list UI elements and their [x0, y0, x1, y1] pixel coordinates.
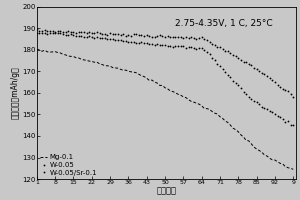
Mg-0.1 [291, 168, 295, 171]
W-0.05 [35, 32, 39, 34]
W-0.05/Sr-0.1 [163, 36, 167, 38]
Mg-0.1 [236, 131, 240, 133]
W-0.05 [291, 124, 295, 126]
Mg-0.1 [103, 64, 107, 67]
W-0.05 [106, 37, 109, 40]
W-0.05 [166, 45, 169, 47]
W-0.05 [98, 37, 101, 39]
Mg-0.1 [95, 61, 99, 63]
W-0.05/Sr-0.1 [113, 33, 117, 36]
Mg-0.1 [113, 67, 117, 69]
W-0.05/Sr-0.1 [171, 36, 175, 38]
Line: W-0.05: W-0.05 [36, 32, 294, 126]
Line: W-0.05/Sr-0.1: W-0.05/Sr-0.1 [36, 29, 294, 98]
Text: 2.75-4.35V, 1 C, 25°C: 2.75-4.35V, 1 C, 25°C [175, 19, 272, 28]
W-0.05/Sr-0.1 [236, 57, 240, 59]
Mg-0.1 [163, 87, 167, 89]
X-axis label: 循环次数: 循环次数 [156, 187, 176, 196]
W-0.05/Sr-0.1 [35, 28, 39, 31]
W-0.05 [239, 87, 243, 89]
Mg-0.1 [171, 90, 175, 93]
W-0.05/Sr-0.1 [291, 95, 295, 98]
Y-axis label: 循环容量（mAh/g）: 循环容量（mAh/g） [10, 66, 19, 119]
Line: Mg-0.1: Mg-0.1 [37, 49, 293, 169]
W-0.05/Sr-0.1 [103, 33, 107, 35]
W-0.05 [174, 45, 177, 47]
Legend: Mg-0.1, W-0.05, W-0.05/Sr-0.1: Mg-0.1, W-0.05, W-0.05/Sr-0.1 [39, 153, 98, 177]
Mg-0.1 [35, 48, 39, 50]
W-0.05 [116, 39, 120, 42]
W-0.05/Sr-0.1 [95, 31, 99, 33]
W-0.05 [53, 31, 57, 34]
